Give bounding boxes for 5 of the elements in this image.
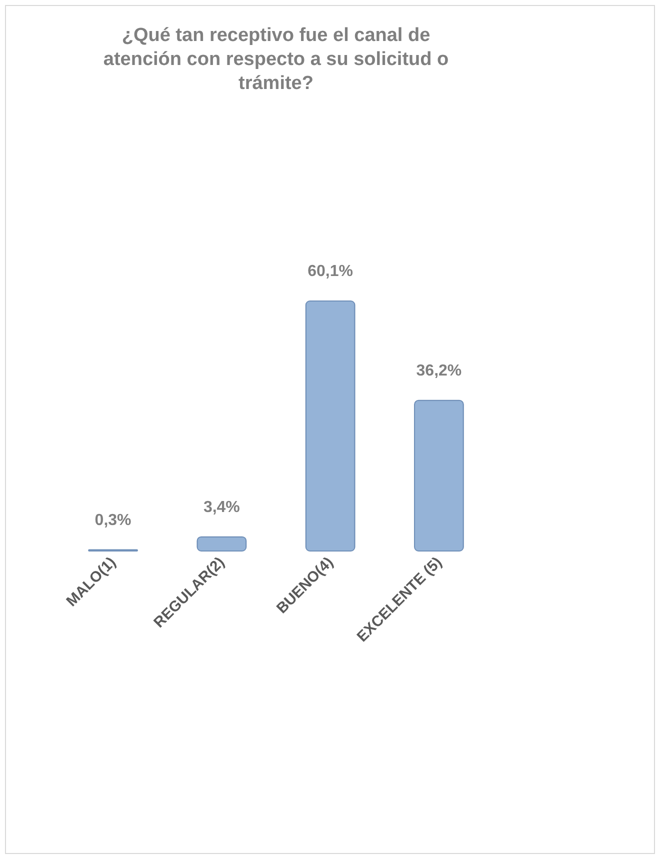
data-label: 36,2% xyxy=(416,362,462,380)
data-label: 0,3% xyxy=(94,512,132,529)
chart-title: ¿Qué tan receptivo fue el canal de atención con respecto a su solicitud o trámite? xyxy=(103,25,449,94)
data-label: 3,4% xyxy=(203,498,240,516)
data-label: 60,1% xyxy=(308,263,354,280)
